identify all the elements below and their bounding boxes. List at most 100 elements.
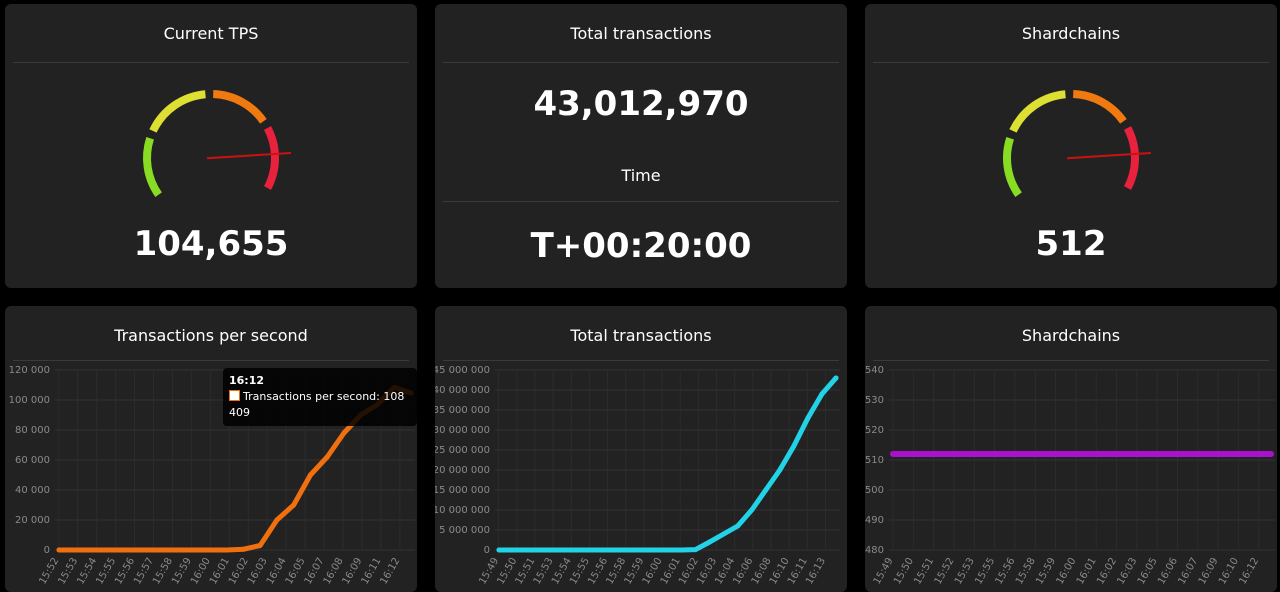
- data-point: [777, 467, 783, 473]
- y-tick-label: 530: [865, 395, 884, 406]
- data-point: [636, 547, 642, 553]
- y-tick-label: 45 000 000: [435, 365, 490, 376]
- panel-title: Shardchains: [1021, 24, 1121, 43]
- data-point: [90, 547, 96, 553]
- data-point: [240, 546, 246, 552]
- gauge-segment-green: [143, 136, 162, 198]
- data-point: [594, 547, 600, 553]
- y-tick-label: 510: [865, 455, 884, 466]
- gauge-segment-yellow: [1009, 90, 1066, 133]
- data-point: [106, 547, 112, 553]
- data-point: [707, 539, 713, 545]
- data-point: [140, 547, 146, 553]
- data-point: [721, 531, 727, 537]
- chart-tooltip: 16:12 Transactions per second: 108 409: [223, 368, 417, 426]
- gauge-segment-yellow: [149, 90, 206, 133]
- shardchains-gauge: [1003, 90, 1151, 198]
- current-tps-panel: Current TPS 104,655: [5, 4, 417, 288]
- data-point: [157, 547, 163, 553]
- data-point: [538, 547, 544, 553]
- y-tick-label: 5 000 000: [439, 525, 490, 536]
- panel-title: Total transactions: [570, 326, 712, 345]
- legend-swatch-icon: [229, 390, 240, 401]
- tooltip-label: Transactions per second: 108 409: [229, 390, 405, 419]
- data-point: [274, 517, 280, 523]
- y-tick-label: 80 000: [15, 425, 50, 436]
- data-point: [257, 543, 263, 548]
- gauge-segment-green: [1003, 136, 1022, 198]
- data-point: [173, 547, 179, 553]
- data-point: [123, 547, 129, 553]
- shardchains-panel: Shardchains 512: [865, 4, 1277, 288]
- tps-line-chart[interactable]: 0 20 000 40 000 60 000 80 000 100 000 120 000 1…: [5, 306, 417, 592]
- y-tick-label: 15 000 000: [435, 485, 490, 496]
- shardchains-line-chart[interactable]: 48049050051052053054015:4915:5015:5115:5…: [865, 306, 1277, 592]
- data-point: [510, 547, 516, 553]
- divider: [443, 201, 839, 202]
- gauge-needle: [206, 151, 291, 160]
- y-tick-label: 40 000: [15, 485, 50, 496]
- data-point: [650, 547, 656, 553]
- data-point: [190, 547, 196, 553]
- y-tick-label: 120 000: [9, 365, 50, 376]
- y-tick-label: 540: [865, 365, 884, 376]
- divider: [443, 62, 839, 63]
- data-point: [735, 523, 741, 529]
- data-point: [805, 415, 811, 421]
- panel-title: Shardchains: [1021, 326, 1121, 345]
- tps-gauge: [143, 90, 291, 198]
- y-tick-label: 30 000 000: [435, 425, 490, 436]
- data-point: [552, 547, 558, 553]
- total-transactions-panel: Total transactions 43,012,970 Time T+00:…: [435, 4, 847, 288]
- y-tick-label: 100 000: [9, 395, 50, 406]
- tps-chart-panel: Transactions per second 0 20 000 40 000 60 …: [5, 306, 417, 592]
- divider: [13, 360, 409, 361]
- data-point: [890, 451, 896, 457]
- divider: [873, 62, 1269, 63]
- data-point: [791, 443, 797, 449]
- time-title: Time: [621, 166, 661, 185]
- data-point: [622, 547, 628, 553]
- data-point: [679, 547, 685, 553]
- data-point: [341, 430, 347, 436]
- data-point: [291, 502, 297, 508]
- y-tick-label: 0: [44, 545, 50, 556]
- panel-title: Transactions per second: [114, 326, 308, 345]
- gauge-needle: [1066, 151, 1151, 160]
- y-tick-label: 500: [865, 485, 884, 496]
- data-point: [763, 487, 769, 493]
- data-point: [224, 547, 230, 553]
- data-point: [524, 547, 530, 553]
- total-transactions-value: 43,012,970: [533, 84, 749, 124]
- divider: [443, 360, 839, 361]
- y-tick-label: 60 000: [15, 455, 50, 466]
- y-tick-label: 20 000: [15, 515, 50, 526]
- y-tick-label: 25 000 000: [435, 445, 490, 456]
- y-tick-label: 520: [865, 425, 884, 436]
- gauge-segment-orange: [1072, 90, 1127, 124]
- divider: [873, 360, 1269, 361]
- panel-title: Total transactions: [570, 24, 712, 43]
- data-point: [693, 547, 699, 553]
- data-point: [496, 547, 502, 553]
- y-tick-label: 40 000 000: [435, 385, 490, 396]
- shardchains-chart-panel: Shardchains 480 490 500 510 520 530 540 15:49 15…: [865, 306, 1277, 592]
- data-point: [749, 507, 755, 513]
- tooltip-title: 16:12: [229, 374, 265, 387]
- y-tick-label: 480: [865, 545, 884, 556]
- x-tick-label: 16:12: [1237, 556, 1261, 586]
- data-point: [608, 547, 614, 553]
- data-point: [566, 547, 572, 553]
- data-point: [307, 472, 313, 478]
- data-point: [324, 454, 330, 460]
- gauge-segment-orange: [212, 90, 267, 124]
- y-tick-label: 20 000 000: [435, 465, 490, 476]
- y-tick-label: 490: [865, 515, 884, 526]
- current-tps-value: 104,655: [133, 224, 289, 264]
- series-line: [496, 375, 839, 553]
- panel-title: Current TPS: [163, 24, 259, 43]
- data-point: [207, 547, 213, 553]
- x-tick-label: 16:12: [378, 556, 402, 586]
- data-point: [665, 547, 670, 553]
- total-transactions-line-chart[interactable]: 0 5 000 000 10 000 000 15 000 000 20 000 000…: [435, 306, 847, 592]
